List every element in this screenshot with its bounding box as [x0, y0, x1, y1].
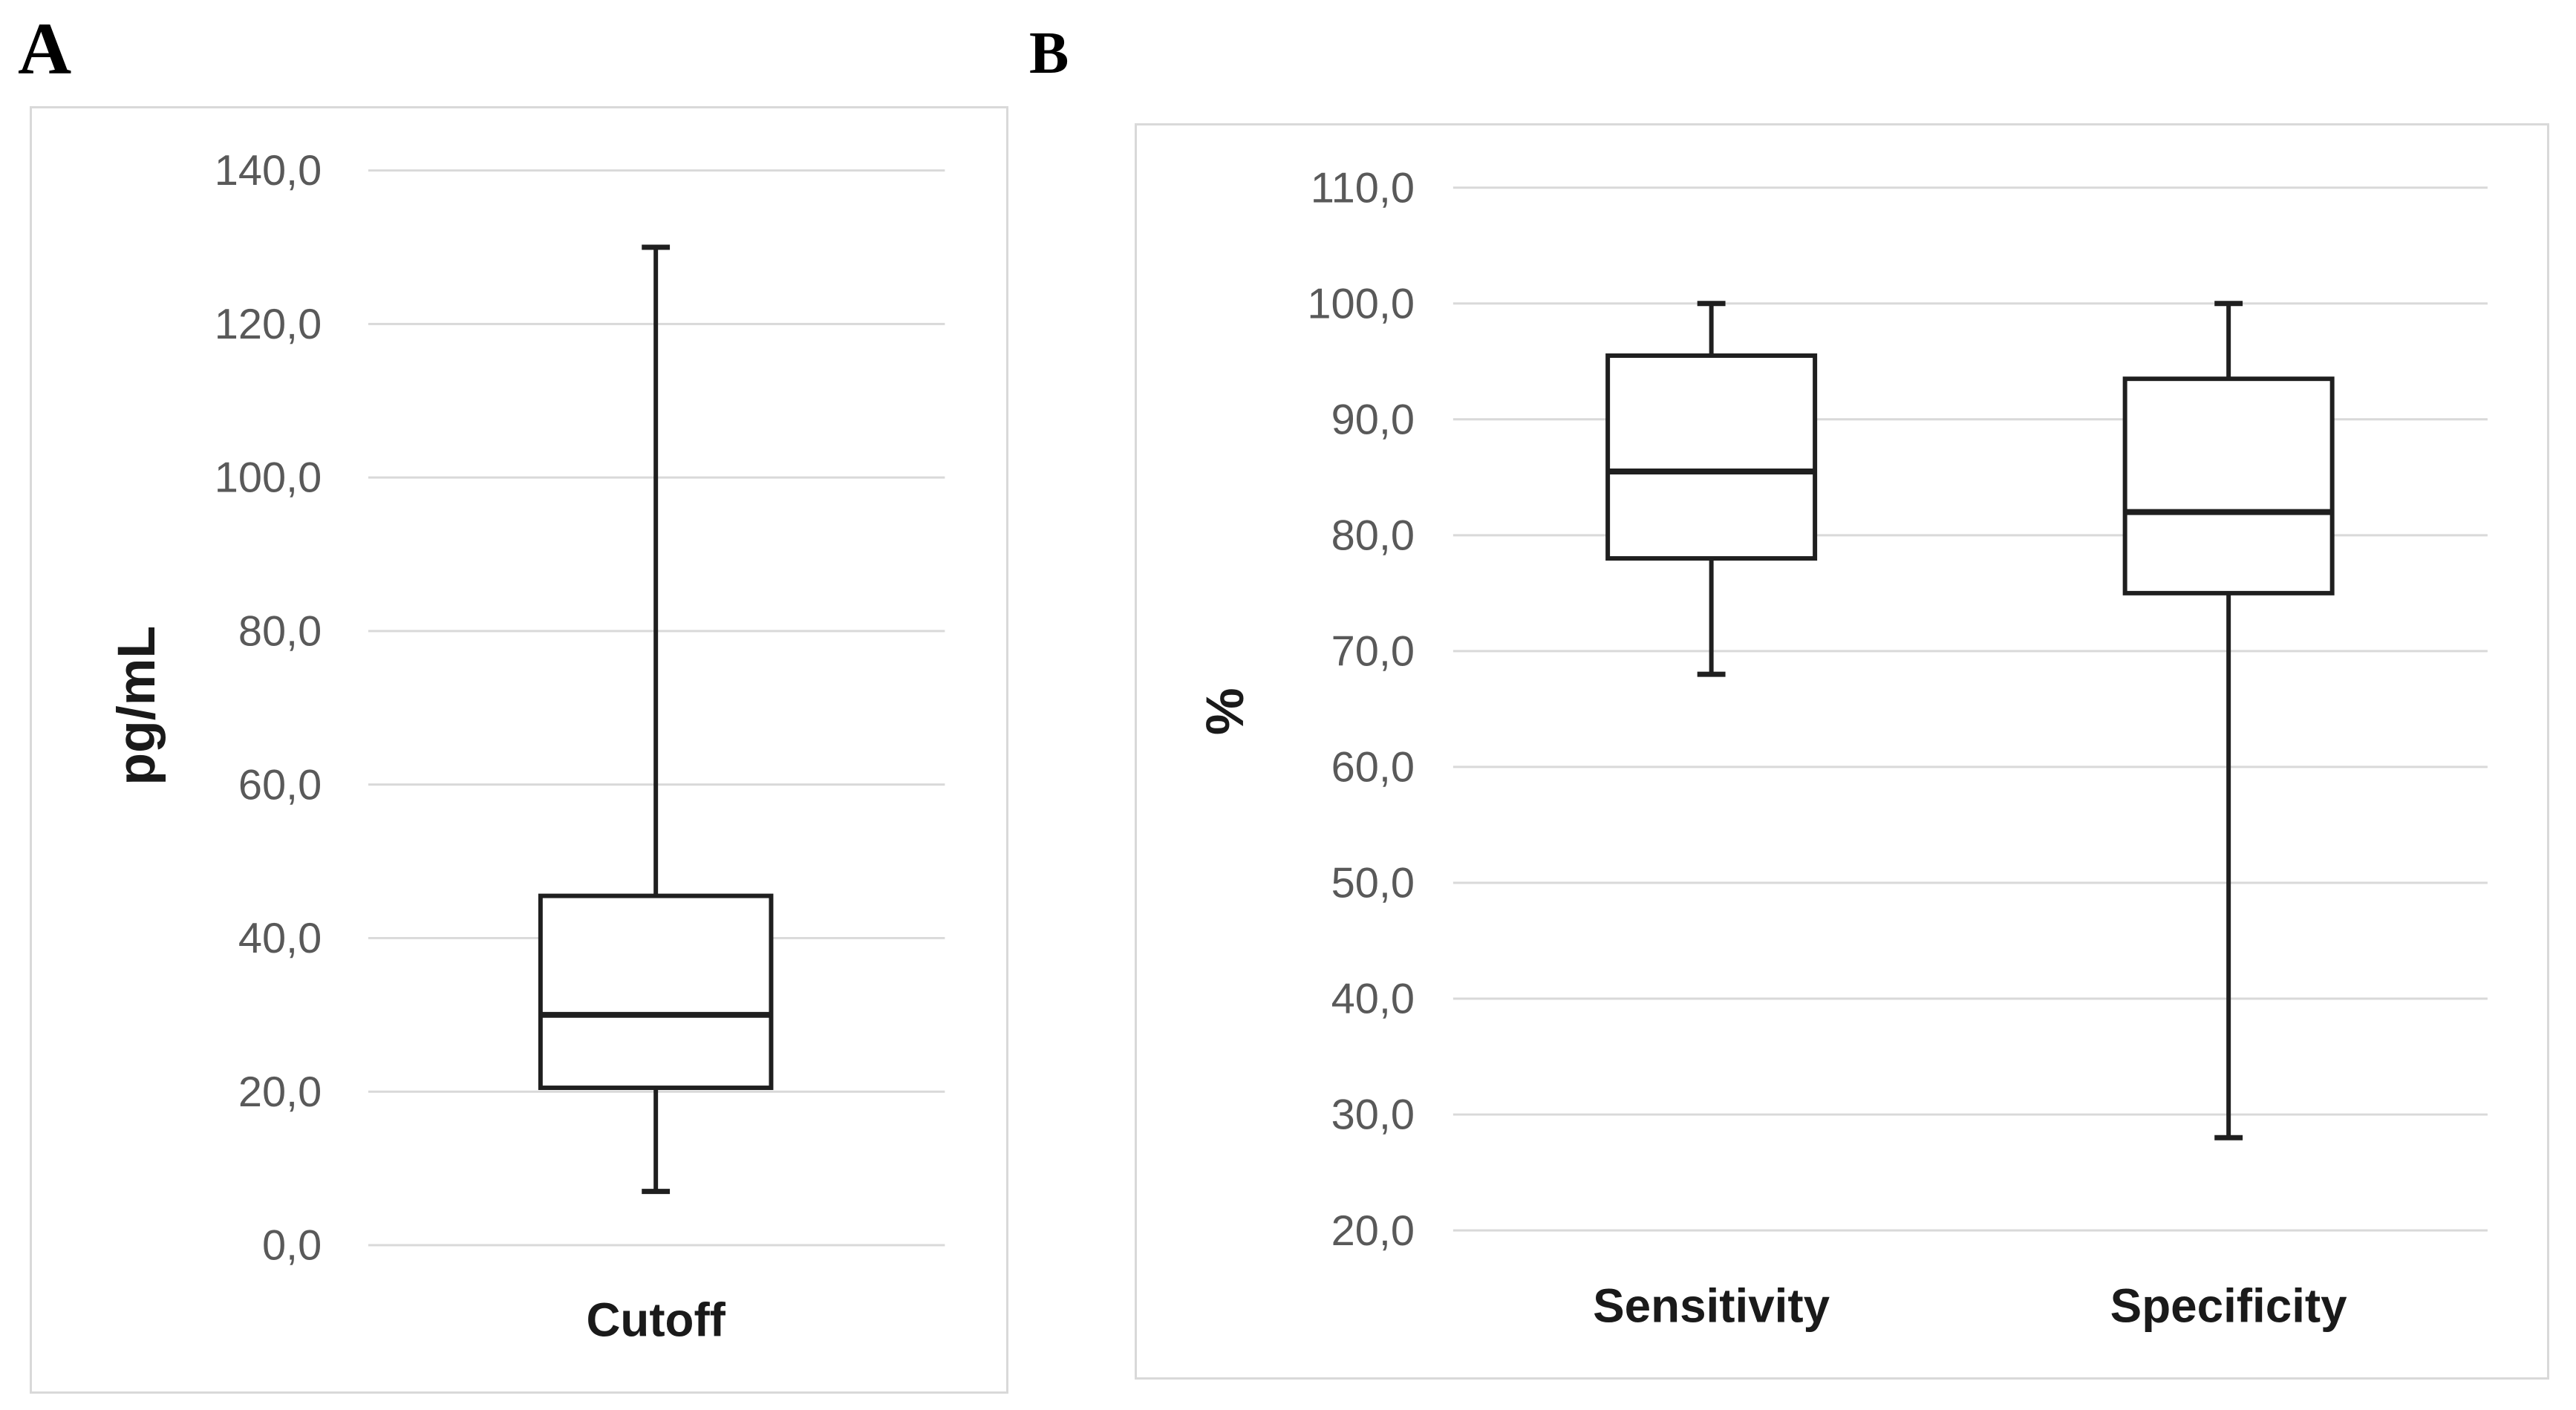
y-tick-label: 0,0 — [262, 1222, 322, 1270]
iqr-box — [538, 893, 774, 1091]
y-tick-label: 140,0 — [215, 147, 322, 195]
panel-b-boxplot-performance: 110,0 100,0 90,0 80,0 70,0 60,0 50,0 40,0 30,0 20… — [1135, 123, 2549, 1380]
y-tick-label: 20,0 — [238, 1068, 322, 1116]
y-tick-label: 100,0 — [215, 454, 322, 502]
category-label: Sensitivity — [1593, 1279, 1830, 1332]
y-tick-label: 90,0 — [1331, 396, 1415, 443]
panel-a-boxplot-cutoff: 140,0 120,0 100,0 80,0 60,0 40,0 20,0 0,0 pg/mL C… — [30, 106, 1008, 1394]
category-label: Cutoff — [586, 1293, 725, 1346]
y-tick-label: 70,0 — [1331, 628, 1415, 676]
y-tick-label: 40,0 — [1331, 976, 1415, 1023]
panel-a-letter: A — [18, 7, 72, 90]
y-axis-title: pg/mL — [107, 626, 166, 786]
y-tick-label: 40,0 — [238, 915, 322, 962]
y-tick-label: 50,0 — [1331, 860, 1415, 907]
category-label: Specificity — [2110, 1279, 2347, 1332]
y-tick-label: 120,0 — [215, 301, 322, 348]
boxplot-chart-cutoff: 140,0 120,0 100,0 80,0 60,0 40,0 20,0 0,0 pg/mL C… — [107, 147, 945, 1346]
iqr-box — [2122, 376, 2335, 595]
y-tick-label: 60,0 — [238, 761, 322, 809]
y-tick-label: 110,0 — [1311, 164, 1415, 212]
panel-b-letter: B — [1029, 21, 1069, 86]
boxplot-chart-performance: 110,0 100,0 90,0 80,0 70,0 60,0 50,0 40,0 30,0 20… — [1196, 164, 2488, 1332]
y-tick-label: 30,0 — [1331, 1091, 1415, 1139]
y-tick-label: 80,0 — [238, 608, 322, 656]
y-tick-label: 100,0 — [1307, 280, 1415, 327]
y-tick-label: 60,0 — [1331, 744, 1415, 792]
iqr-box — [1605, 353, 1818, 561]
y-tick-label: 20,0 — [1331, 1207, 1415, 1255]
y-tick-label: 80,0 — [1331, 512, 1415, 559]
y-axis-title: % — [1196, 688, 1255, 735]
